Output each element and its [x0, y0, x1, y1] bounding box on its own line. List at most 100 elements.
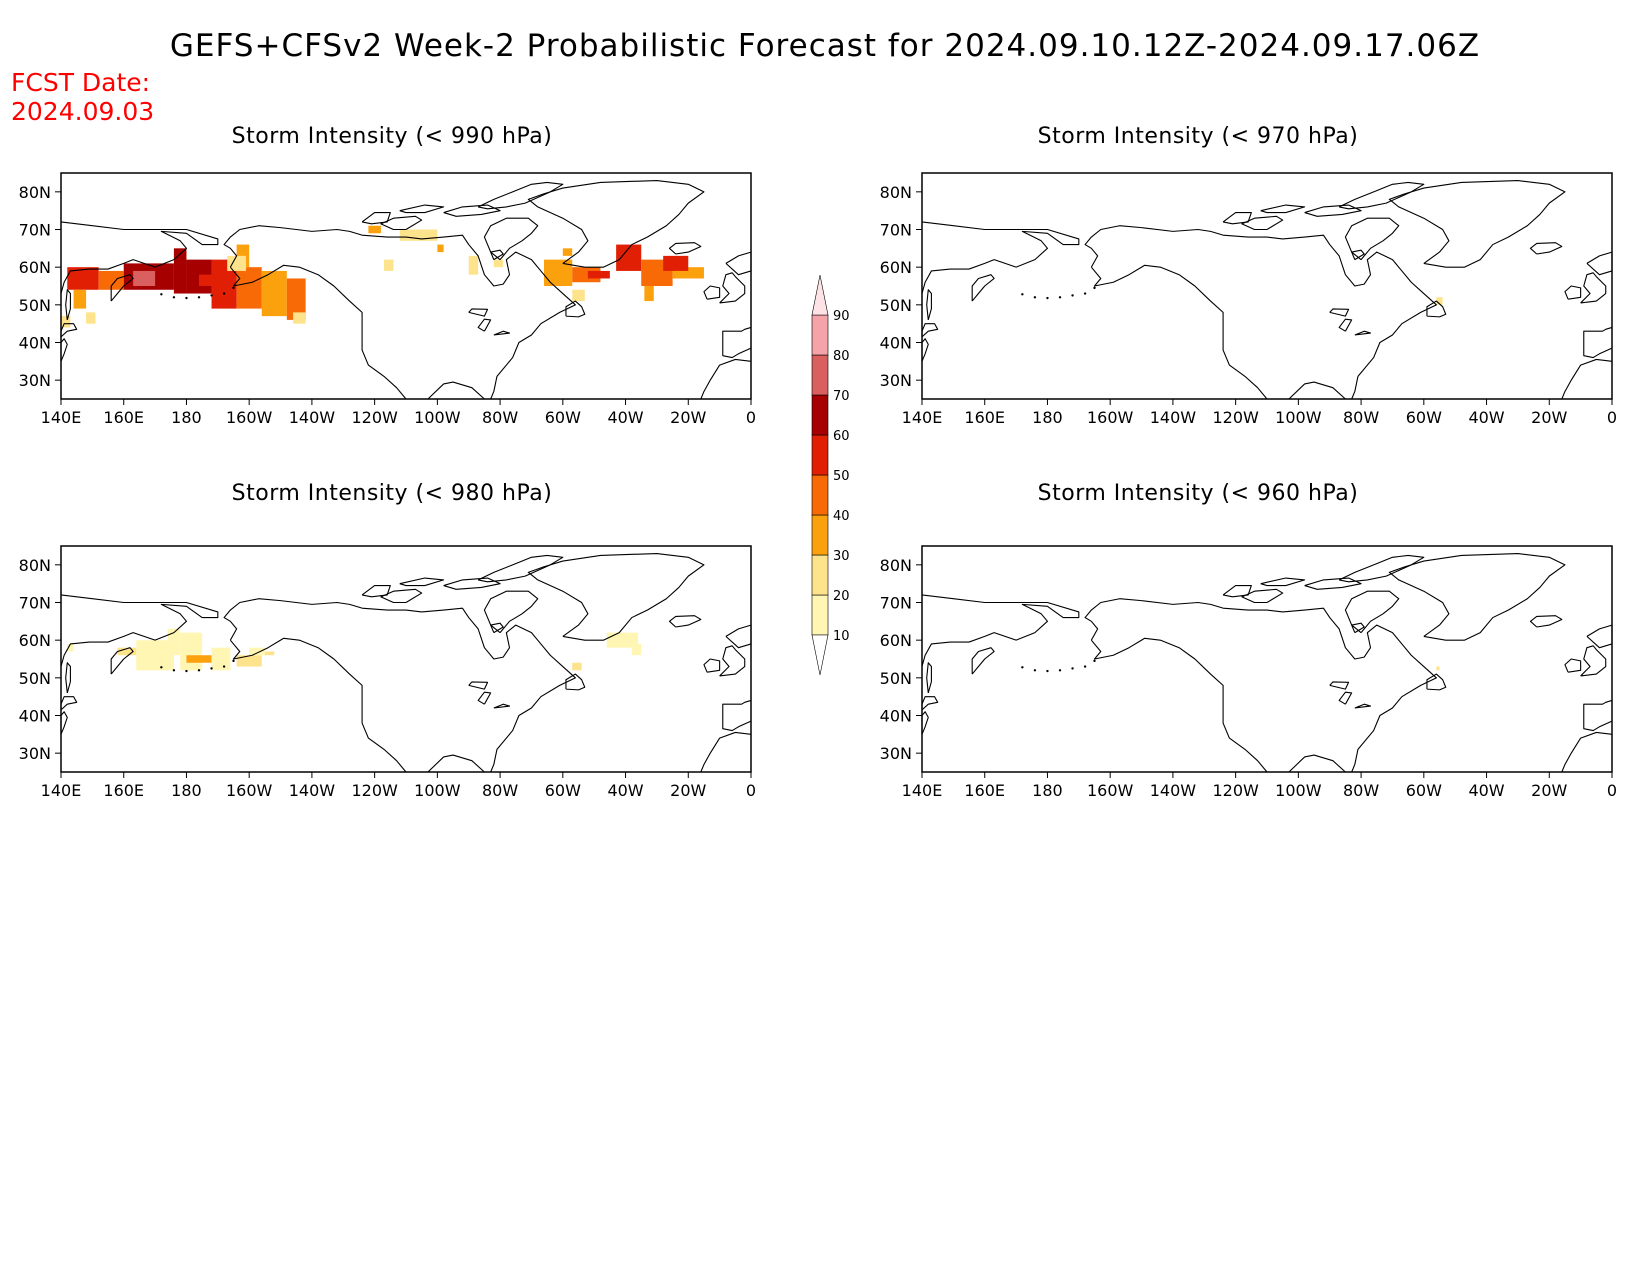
panel-title-960: Storm Intensity (< 960 hPa) [1037, 481, 1359, 506]
coastline [1580, 645, 1607, 677]
probability-cell [631, 643, 642, 656]
lon-label: 0 [1607, 781, 1617, 800]
lon-label: 100W [1275, 781, 1322, 800]
lat-label: 30N [880, 371, 912, 390]
coastline [443, 577, 501, 590]
island-dot [210, 667, 213, 670]
coastline [565, 673, 586, 691]
lat-label: 80N [880, 183, 912, 202]
coastline [1304, 577, 1362, 590]
lat-label: 80N [880, 556, 912, 575]
colorbar-label: 60 [833, 429, 850, 444]
lat-label: 70N [19, 594, 51, 613]
lon-label: 60W [545, 408, 581, 427]
probability-cell [73, 289, 87, 309]
coastline [722, 326, 752, 359]
island-dot [1021, 666, 1024, 669]
coastline [921, 711, 929, 735]
probability-cell [173, 248, 187, 294]
probability-cell [264, 651, 275, 656]
coastline [223, 598, 576, 773]
island-dot [1093, 659, 1096, 663]
coastline [1241, 215, 1284, 231]
lon-label: 40W [607, 408, 643, 427]
probability-cell [261, 270, 287, 317]
coastline [1338, 691, 1353, 705]
lon-label: 140E [902, 781, 943, 800]
coastline [1344, 217, 1400, 261]
probability-cell [286, 278, 306, 320]
lon-label: 20W [1531, 781, 1567, 800]
coastline [700, 358, 752, 400]
coastline [703, 658, 721, 673]
coastline [719, 272, 746, 304]
lon-label: 140E [902, 408, 943, 427]
coastline [399, 577, 445, 587]
probability-cell [572, 267, 601, 283]
coastline [1586, 251, 1613, 276]
probability-cell [67, 267, 99, 290]
coastline [477, 318, 492, 332]
island-dot [232, 659, 235, 663]
coastline [1338, 554, 1425, 583]
colorbar-bottom-triangle [811, 634, 829, 676]
coastline [1222, 211, 1252, 225]
coastline [1338, 181, 1425, 210]
coastline [1351, 622, 1365, 634]
colorbar-box [811, 514, 829, 556]
lon-label: 160E [103, 408, 144, 427]
probability-cell [186, 655, 212, 663]
coastline [60, 711, 68, 735]
island-dot [172, 669, 176, 672]
colorbar-label: 30 [833, 549, 850, 564]
probability-cell [587, 270, 610, 279]
coastline [65, 289, 71, 321]
probability-cell [293, 312, 306, 324]
panel-title-980: Storm Intensity (< 980 hPa) [231, 481, 553, 506]
coastline [1260, 577, 1306, 587]
coastline [725, 251, 752, 276]
coastline [1564, 285, 1582, 300]
lon-label: 180 [1032, 408, 1063, 427]
island-dot [1046, 669, 1049, 673]
coastline [1529, 242, 1563, 255]
lat-label: 60N [19, 631, 51, 650]
probability-cell [368, 225, 381, 234]
coastline [1354, 330, 1372, 336]
coastline [1388, 552, 1566, 641]
coastline [1084, 598, 1437, 773]
coastline [443, 204, 501, 217]
island-dot [197, 669, 201, 672]
island-dot [185, 296, 188, 300]
probability-cell [399, 229, 438, 241]
colorbar-label: 70 [833, 389, 850, 404]
coastline [1222, 584, 1252, 598]
lon-label: 140W [289, 408, 336, 427]
lat-label: 40N [19, 707, 51, 726]
coastline [668, 615, 702, 628]
coastline [490, 249, 504, 261]
island-dot [160, 293, 163, 296]
coastline [1354, 703, 1372, 709]
lon-label: 140W [1150, 781, 1197, 800]
lon-label: 120W [351, 781, 398, 800]
coastline [110, 274, 134, 302]
lon-label: 80W [482, 781, 518, 800]
lat-label: 50N [880, 669, 912, 688]
probability-cell [1436, 297, 1443, 305]
lon-label: 160W [226, 408, 273, 427]
coastline [60, 594, 219, 667]
probability-cell [572, 289, 585, 302]
coastline [971, 647, 995, 675]
lon-label: 140E [41, 408, 82, 427]
lon-label: 0 [1607, 408, 1617, 427]
lon-label: 180 [171, 781, 202, 800]
probability-cell [61, 316, 71, 328]
probability-cell [211, 647, 231, 671]
probability-cell [384, 259, 394, 271]
colorbar-box [811, 434, 829, 476]
lon-label: 0 [746, 781, 756, 800]
coastline [926, 662, 932, 694]
coastline [703, 285, 721, 300]
lat-label: 70N [19, 221, 51, 240]
